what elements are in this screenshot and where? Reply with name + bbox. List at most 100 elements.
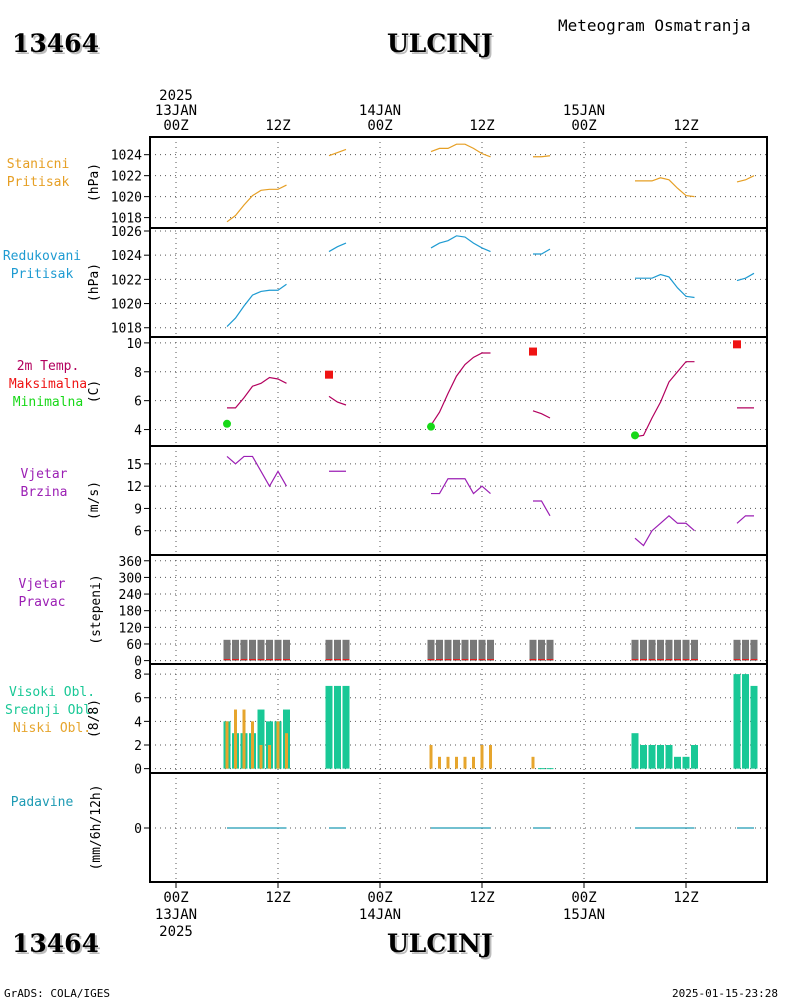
cloud-bar-high <box>742 674 749 769</box>
max-temp-marker <box>325 370 333 379</box>
direction-bar <box>538 639 545 661</box>
y-tick-label: 8 <box>134 366 142 381</box>
y-tick-label: 6 <box>134 395 142 410</box>
station-id-bottom-shadow: 13464 <box>14 931 101 960</box>
y-axis-unit: (hPa) <box>87 263 102 302</box>
direction-bar <box>733 639 741 661</box>
cloud-bar-low <box>285 733 288 769</box>
direction-bar <box>436 639 443 661</box>
series-line <box>635 177 695 198</box>
y-tick-label: 6 <box>134 692 142 707</box>
y-tick-label: 60 <box>126 638 142 653</box>
time-label-top: 12Z <box>673 118 698 134</box>
cloud-bar-low <box>268 745 271 769</box>
direction-bar <box>750 639 758 661</box>
series-line <box>430 143 491 158</box>
station-name-bottom-shadow: ULCINJ <box>389 931 495 960</box>
cloud-bar-low <box>251 721 254 769</box>
direction-bar <box>266 639 273 661</box>
y-tick-label: 1018 <box>111 322 142 337</box>
series-line <box>430 235 491 253</box>
panel-frame <box>149 445 768 556</box>
series-line <box>533 155 551 158</box>
cloud-bar-low <box>480 745 484 769</box>
footer-credit: GrADS: COLA/IGES <box>4 987 110 1000</box>
cloud-bar-high <box>631 733 639 769</box>
series-line <box>226 283 287 327</box>
panel-title-line: Padavine <box>11 795 74 810</box>
cloud-bar-high <box>257 709 265 769</box>
cloud-bar-low <box>259 745 263 769</box>
y-tick-label: 8 <box>134 668 142 683</box>
y-tick-label: 180 <box>119 605 142 620</box>
direction-bar <box>453 639 460 661</box>
panel-precipitation: 0 Padavine (mm/6h/12h) <box>11 772 768 883</box>
y-tick-label: 1018 <box>111 212 142 227</box>
y-axis-unit: (C) <box>87 380 102 403</box>
series-line <box>328 395 347 406</box>
direction-bar <box>657 639 664 661</box>
series-line <box>328 148 347 157</box>
cloud-bar-low <box>446 756 450 769</box>
min-temp-marker <box>631 431 639 440</box>
time-label-top: 00Z <box>163 118 188 134</box>
y-tick-label: 10 <box>126 337 142 352</box>
panel-title-line: Pritisak <box>7 175 70 190</box>
panel-title-line: Minimalna <box>13 395 83 410</box>
y-axis-unit: (mm/6h/12h) <box>89 784 104 870</box>
panel-wind-speed: 6 9 12 15 Vjetar Brzina (m/s) <box>21 445 768 556</box>
y-axis-unit: (hPa) <box>87 163 102 202</box>
cloud-bar-high <box>657 745 664 769</box>
time-label-bottom: 00Z <box>367 890 392 906</box>
panel-title-line: Pravac <box>19 595 66 610</box>
cloud-bar-low <box>276 721 280 769</box>
station-name-bottom: ULCINJ <box>387 929 493 958</box>
panel-title-line: Vjetar <box>21 467 68 482</box>
panel-title-line: Maksimalna <box>9 377 87 392</box>
panel-frame <box>149 136 768 229</box>
y-axis-unit: (m/s) <box>87 481 102 520</box>
cloud-bar-low <box>531 756 535 769</box>
panel-title-line: Vjetar <box>19 577 66 592</box>
series-line <box>533 500 551 517</box>
time-label-top: 13JAN <box>155 103 197 119</box>
y-tick-label: 12 <box>126 480 142 495</box>
series-line <box>431 478 491 495</box>
y-tick-label: 1024 <box>111 249 142 264</box>
cloud-bar-high <box>750 685 758 769</box>
y-tick-label: 4 <box>134 715 142 730</box>
direction-bar <box>232 639 239 661</box>
station-name-top: ULCINJ <box>387 29 493 58</box>
time-label-bottom: 00Z <box>163 890 188 906</box>
cloud-bar-low <box>242 709 246 769</box>
series-line <box>736 272 755 282</box>
direction-bar <box>546 639 554 661</box>
cloud-bar-low <box>438 756 441 769</box>
direction-bar <box>342 639 350 661</box>
series-line <box>635 273 695 299</box>
y-tick-label: 15 <box>126 458 142 473</box>
direction-bar <box>257 639 265 661</box>
time-label-bottom: 14JAN <box>359 907 401 923</box>
y-tick-label: 120 <box>119 621 142 636</box>
direction-bar <box>470 639 477 661</box>
y-tick-label: 6 <box>134 525 142 540</box>
y-tick-label: 2 <box>134 739 142 754</box>
cloud-bar-high <box>674 756 681 769</box>
y-tick-label: 0 <box>134 822 142 837</box>
panel-title-line: Pritisak <box>11 267 74 282</box>
direction-bar <box>427 639 435 661</box>
time-label-top: 2025 <box>159 88 193 104</box>
panel-temperature: 4 6 8 10 2m Temp. Maksimalna Minimalna (C) <box>9 336 768 447</box>
cloud-bar-low <box>225 721 229 769</box>
y-tick-label: 1024 <box>111 149 142 164</box>
series-line <box>634 361 695 438</box>
min-temp-marker <box>427 422 435 431</box>
time-label-bottom: 12Z <box>469 890 494 906</box>
panel-frame <box>149 336 768 447</box>
panel-title-line: Stanicni <box>7 157 70 172</box>
panel-frame <box>149 772 768 883</box>
y-tick-label: 300 <box>119 571 142 586</box>
